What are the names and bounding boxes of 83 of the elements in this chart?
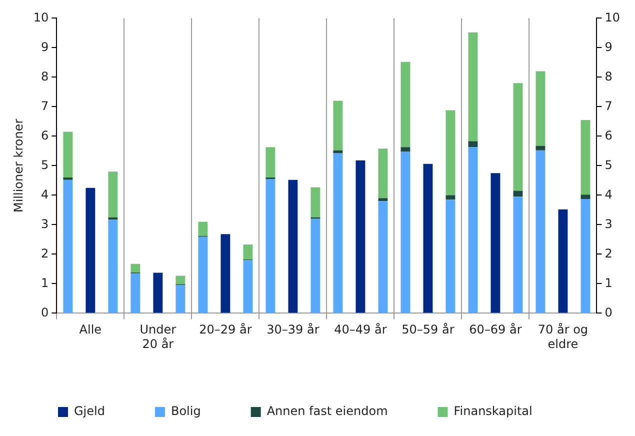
- bar: [198, 222, 208, 236]
- bar: [356, 160, 366, 313]
- bar: [513, 190, 523, 197]
- bar: [378, 198, 388, 202]
- bar: [130, 264, 140, 272]
- bar: [536, 150, 546, 313]
- y-tick-label: 10: [33, 10, 49, 24]
- bar: [400, 147, 410, 152]
- bar: [108, 220, 118, 313]
- bar: [446, 110, 456, 196]
- y-tick-label: 7: [41, 98, 49, 113]
- bar: [266, 178, 276, 313]
- bar: [63, 132, 73, 178]
- legend-label: Bolig: [170, 404, 201, 418]
- bar: [130, 273, 140, 313]
- bar: [266, 147, 276, 178]
- y2-tick-label: 2: [604, 246, 612, 260]
- y2-tick-label: 4: [604, 187, 612, 202]
- x-tick-label: 40–49 år: [334, 322, 387, 337]
- y-tick-label: 8: [41, 69, 49, 84]
- y-tick-label: 6: [41, 128, 49, 142]
- y2-tick-label: 5: [604, 158, 612, 172]
- legend-label: Gjeld: [74, 404, 105, 418]
- bar: [243, 260, 253, 313]
- y-tick-label: 0: [41, 305, 49, 320]
- bar: [310, 187, 320, 218]
- y-tick-label: 3: [41, 216, 49, 231]
- bar: [378, 148, 388, 198]
- x-tick-label: 20–29 år: [199, 322, 252, 337]
- y2-tick-label: 1: [604, 276, 612, 290]
- bar: [513, 196, 523, 313]
- bar: [63, 180, 73, 313]
- bar: [490, 173, 500, 313]
- bar: [333, 100, 343, 150]
- bar: [108, 172, 118, 218]
- x-tick-label: Alle: [79, 322, 102, 337]
- bar: [446, 200, 456, 313]
- bar: [86, 188, 96, 313]
- bar: [400, 152, 410, 313]
- bar: [310, 218, 320, 313]
- bar: [333, 153, 343, 313]
- x-tick-label: 70 år og eldre: [538, 322, 588, 351]
- bar: [176, 285, 186, 313]
- bar: [536, 71, 546, 146]
- legend-label: Annen fast eiendom: [266, 404, 388, 418]
- y2-tick-label: 9: [604, 40, 612, 54]
- y-tick-label: 2: [41, 246, 49, 260]
- y-tick-label: 5: [41, 158, 49, 172]
- bar: [446, 195, 456, 200]
- bar: [536, 146, 546, 150]
- x-tick-label: Under 20 år: [140, 322, 176, 351]
- y2-tick-label: 6: [604, 128, 612, 142]
- y-tick-label: 1: [41, 276, 49, 290]
- bar: [153, 272, 163, 313]
- legend-label: Finanskapital: [454, 404, 532, 418]
- y2-tick-label: 7: [604, 98, 612, 113]
- bar: [468, 147, 478, 313]
- y2-tick-label: 8: [604, 69, 612, 84]
- bar: [378, 201, 388, 313]
- bar: [580, 199, 590, 313]
- bar: [423, 164, 433, 313]
- bar: [558, 209, 568, 313]
- bar: [580, 194, 590, 200]
- y2-tick-label: 10: [604, 10, 620, 24]
- x-tick-label: 50–59 år: [402, 322, 454, 337]
- bar: [243, 244, 253, 260]
- y2-tick-label: 3: [604, 216, 612, 231]
- bar: [220, 234, 230, 313]
- bar: [513, 83, 523, 191]
- bar: [333, 150, 343, 154]
- y-tick-label: 4: [41, 187, 49, 202]
- y2-tick-label: 0: [604, 305, 612, 320]
- bar: [400, 62, 410, 148]
- y-axis-title: Millioner kroner: [11, 118, 26, 213]
- bar: [198, 236, 208, 313]
- bar: [288, 180, 298, 313]
- bar: [176, 276, 186, 284]
- y-tick-label: 9: [41, 40, 49, 54]
- bar: [468, 141, 478, 148]
- bar: [580, 120, 590, 195]
- x-tick-label: 60–69 år: [469, 322, 522, 337]
- bar: [468, 32, 478, 142]
- x-tick-label: 30–39 år: [266, 322, 320, 337]
